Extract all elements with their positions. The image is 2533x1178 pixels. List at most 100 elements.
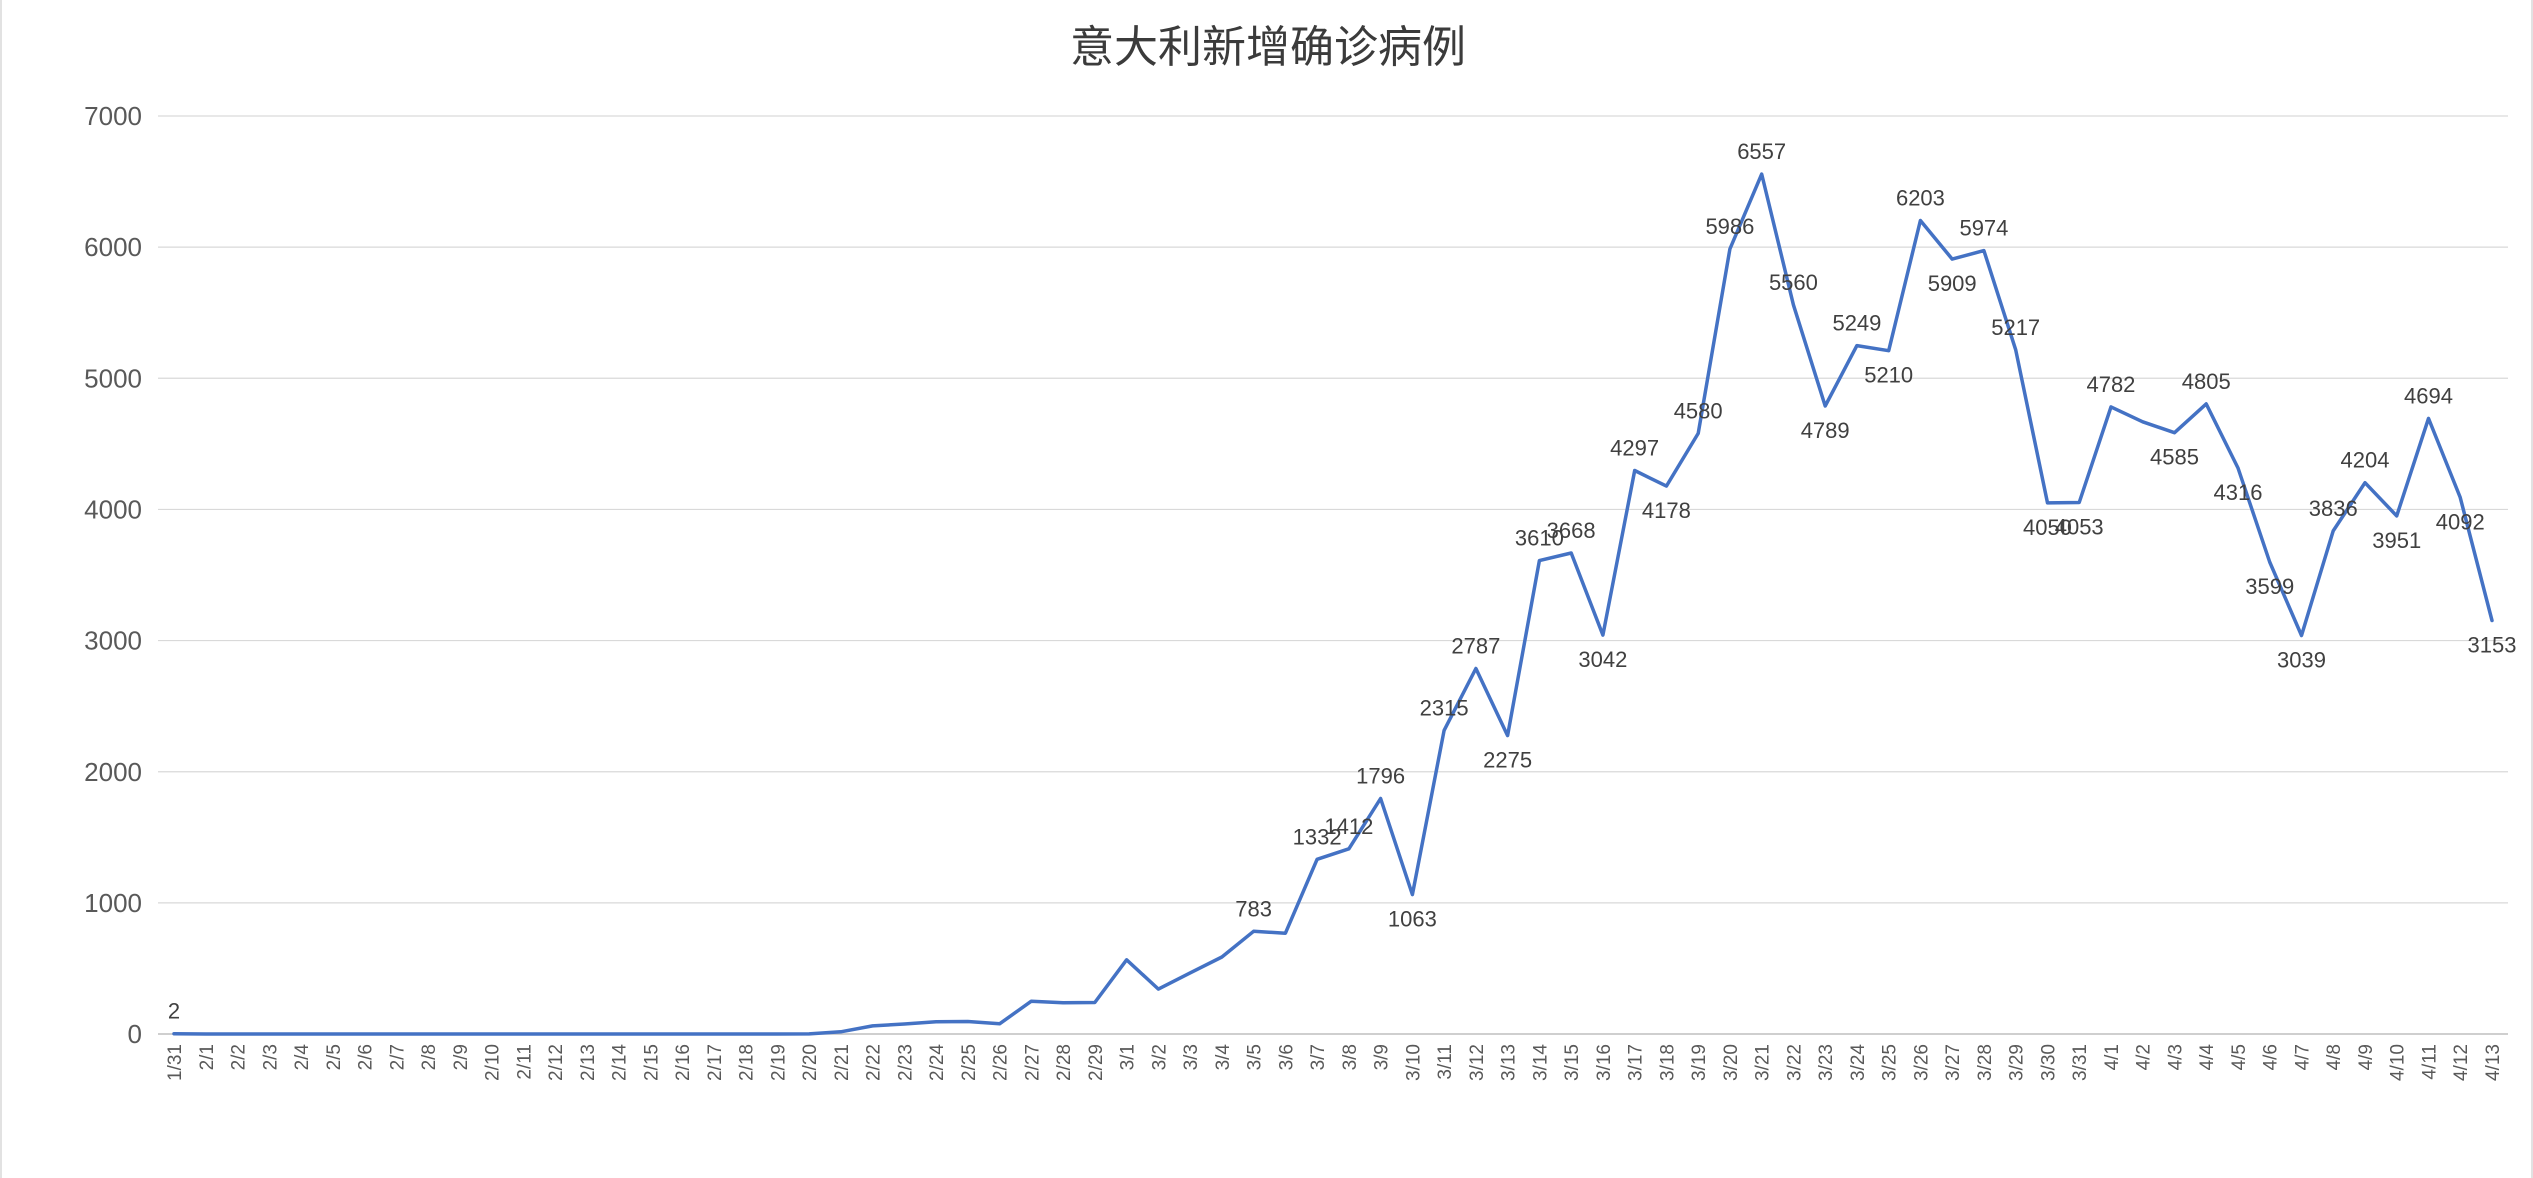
x-tick-label: 2/23 <box>895 1044 916 1081</box>
data-label: 3042 <box>1578 647 1627 672</box>
data-label: 3039 <box>2277 647 2326 672</box>
x-tick-label: 4/9 <box>2356 1044 2377 1070</box>
x-tick-label: 2/17 <box>705 1044 726 1081</box>
x-tick-label: 3/6 <box>1276 1044 1297 1070</box>
x-tick-label: 2/28 <box>1054 1044 1075 1081</box>
x-tick-label: 3/29 <box>2007 1044 2028 1081</box>
data-label: 5217 <box>1991 315 2040 340</box>
data-label: 6203 <box>1896 186 1945 211</box>
data-label: 4580 <box>1674 398 1723 423</box>
x-tick-label: 3/15 <box>1562 1044 1583 1081</box>
x-tick-label: 4/7 <box>2292 1044 2313 1070</box>
x-tick-label: 3/19 <box>1689 1044 1710 1081</box>
x-tick-label: 2/8 <box>419 1044 440 1070</box>
series-line <box>172 172 2494 1036</box>
x-tick-label: 2/5 <box>324 1044 345 1070</box>
data-label: 5560 <box>1769 270 1818 295</box>
x-tick-label: 2/29 <box>1086 1044 1107 1081</box>
x-tick-label: 3/12 <box>1467 1044 1488 1081</box>
data-series <box>172 172 2494 1036</box>
data-label: 4585 <box>2150 445 2199 470</box>
x-tick-label: 3/13 <box>1499 1044 1520 1081</box>
x-tick-label: 3/9 <box>1372 1044 1393 1070</box>
y-tick-label: 4000 <box>84 495 142 525</box>
data-label: 4092 <box>2436 509 2485 534</box>
data-label: 2787 <box>1451 634 1500 659</box>
data-label: 4204 <box>2341 448 2390 473</box>
x-tick-label: 2/9 <box>451 1044 472 1070</box>
x-tick-label: 2/18 <box>737 1044 758 1081</box>
x-tick-label: 3/30 <box>2038 1044 2059 1081</box>
x-tick-label: 3/21 <box>1753 1044 1774 1081</box>
y-tick-label: 5000 <box>84 363 142 393</box>
data-label: 1063 <box>1388 907 1437 932</box>
x-tick-label: 3/11 <box>1435 1044 1456 1080</box>
data-label: 3951 <box>2372 528 2421 553</box>
x-tick-label: 2/20 <box>800 1044 821 1081</box>
x-tick-label: 2/16 <box>673 1044 694 1081</box>
data-label: 4297 <box>1610 435 1659 460</box>
y-tick-label: 2000 <box>84 757 142 787</box>
x-tick-label: 2/25 <box>959 1044 980 1081</box>
x-tick-label: 1/31 <box>165 1044 186 1081</box>
x-tick-label: 3/3 <box>1181 1044 1202 1070</box>
x-tick-label: 3/4 <box>1213 1044 1234 1071</box>
data-label: 4805 <box>2182 369 2231 394</box>
x-tick-label: 3/20 <box>1721 1044 1742 1081</box>
data-label: 3610 <box>1515 526 1564 551</box>
data-label: 5909 <box>1928 271 1977 296</box>
x-tick-label: 2/7 <box>387 1044 408 1070</box>
x-tick-label: 4/10 <box>2388 1044 2409 1081</box>
x-tick-label: 4/3 <box>2165 1044 2186 1070</box>
x-tick-label: 3/7 <box>1308 1044 1329 1070</box>
x-tick-label: 2/4 <box>292 1044 313 1071</box>
y-tick-label: 3000 <box>84 626 142 656</box>
x-tick-label: 3/24 <box>1848 1044 1869 1081</box>
data-label: 2275 <box>1483 748 1532 773</box>
data-label: 4178 <box>1642 498 1691 523</box>
data-label: 5249 <box>1832 311 1881 336</box>
data-label: 4694 <box>2404 383 2453 408</box>
x-tick-label: 2/15 <box>641 1044 662 1081</box>
x-tick-label: 3/18 <box>1657 1044 1678 1081</box>
x-tick-label: 3/31 <box>2070 1044 2091 1081</box>
y-tick-label: 0 <box>128 1019 142 1049</box>
chart-title: 意大利新增确诊病例 <box>1070 23 1466 72</box>
x-tick-label: 4/13 <box>2483 1044 2504 1081</box>
x-tick-label: 3/17 <box>1626 1044 1647 1081</box>
x-tick-label: 3/16 <box>1594 1044 1615 1081</box>
x-tick-label: 2/11 <box>514 1044 535 1080</box>
data-label: 1332 <box>1293 824 1342 849</box>
data-label: 6557 <box>1737 139 1786 164</box>
x-tick-label: 4/8 <box>2324 1044 2345 1070</box>
x-tick-label: 2/27 <box>1022 1044 1043 1081</box>
y-axis-tick-labels: 0 1000 2000 3000 4000 5000 6000 7000 <box>84 101 142 1049</box>
data-label: 2315 <box>1420 695 1469 720</box>
x-tick-label: 4/12 <box>2451 1044 2472 1081</box>
x-tick-label: 2/21 <box>832 1044 853 1081</box>
x-tick-label: 3/25 <box>1880 1044 1901 1081</box>
data-label: 4316 <box>2213 480 2262 505</box>
y-tick-label: 7000 <box>84 101 142 131</box>
x-tick-label: 3/2 <box>1149 1044 1170 1070</box>
data-label: 4782 <box>2086 372 2135 397</box>
x-tick-label: 3/22 <box>1784 1044 1805 1081</box>
x-tick-label: 2/10 <box>483 1044 504 1081</box>
data-label: 2 <box>168 999 180 1024</box>
data-label: 4050 <box>2023 515 2072 540</box>
x-tick-label: 2/22 <box>864 1044 885 1081</box>
x-tick-label: 4/5 <box>2229 1044 2250 1070</box>
x-tick-label: 2/24 <box>927 1044 948 1081</box>
x-tick-label: 4/4 <box>2197 1044 2218 1071</box>
data-label: 3599 <box>2245 574 2294 599</box>
x-tick-label: 3/27 <box>1943 1044 1964 1081</box>
x-tick-label: 2/19 <box>768 1044 789 1081</box>
x-tick-label: 3/28 <box>1975 1044 1996 1081</box>
x-tick-label: 2/3 <box>260 1044 281 1070</box>
y-tick-label: 6000 <box>84 232 142 262</box>
x-tick-label: 3/10 <box>1403 1044 1424 1081</box>
x-tick-label: 4/6 <box>2261 1044 2282 1070</box>
